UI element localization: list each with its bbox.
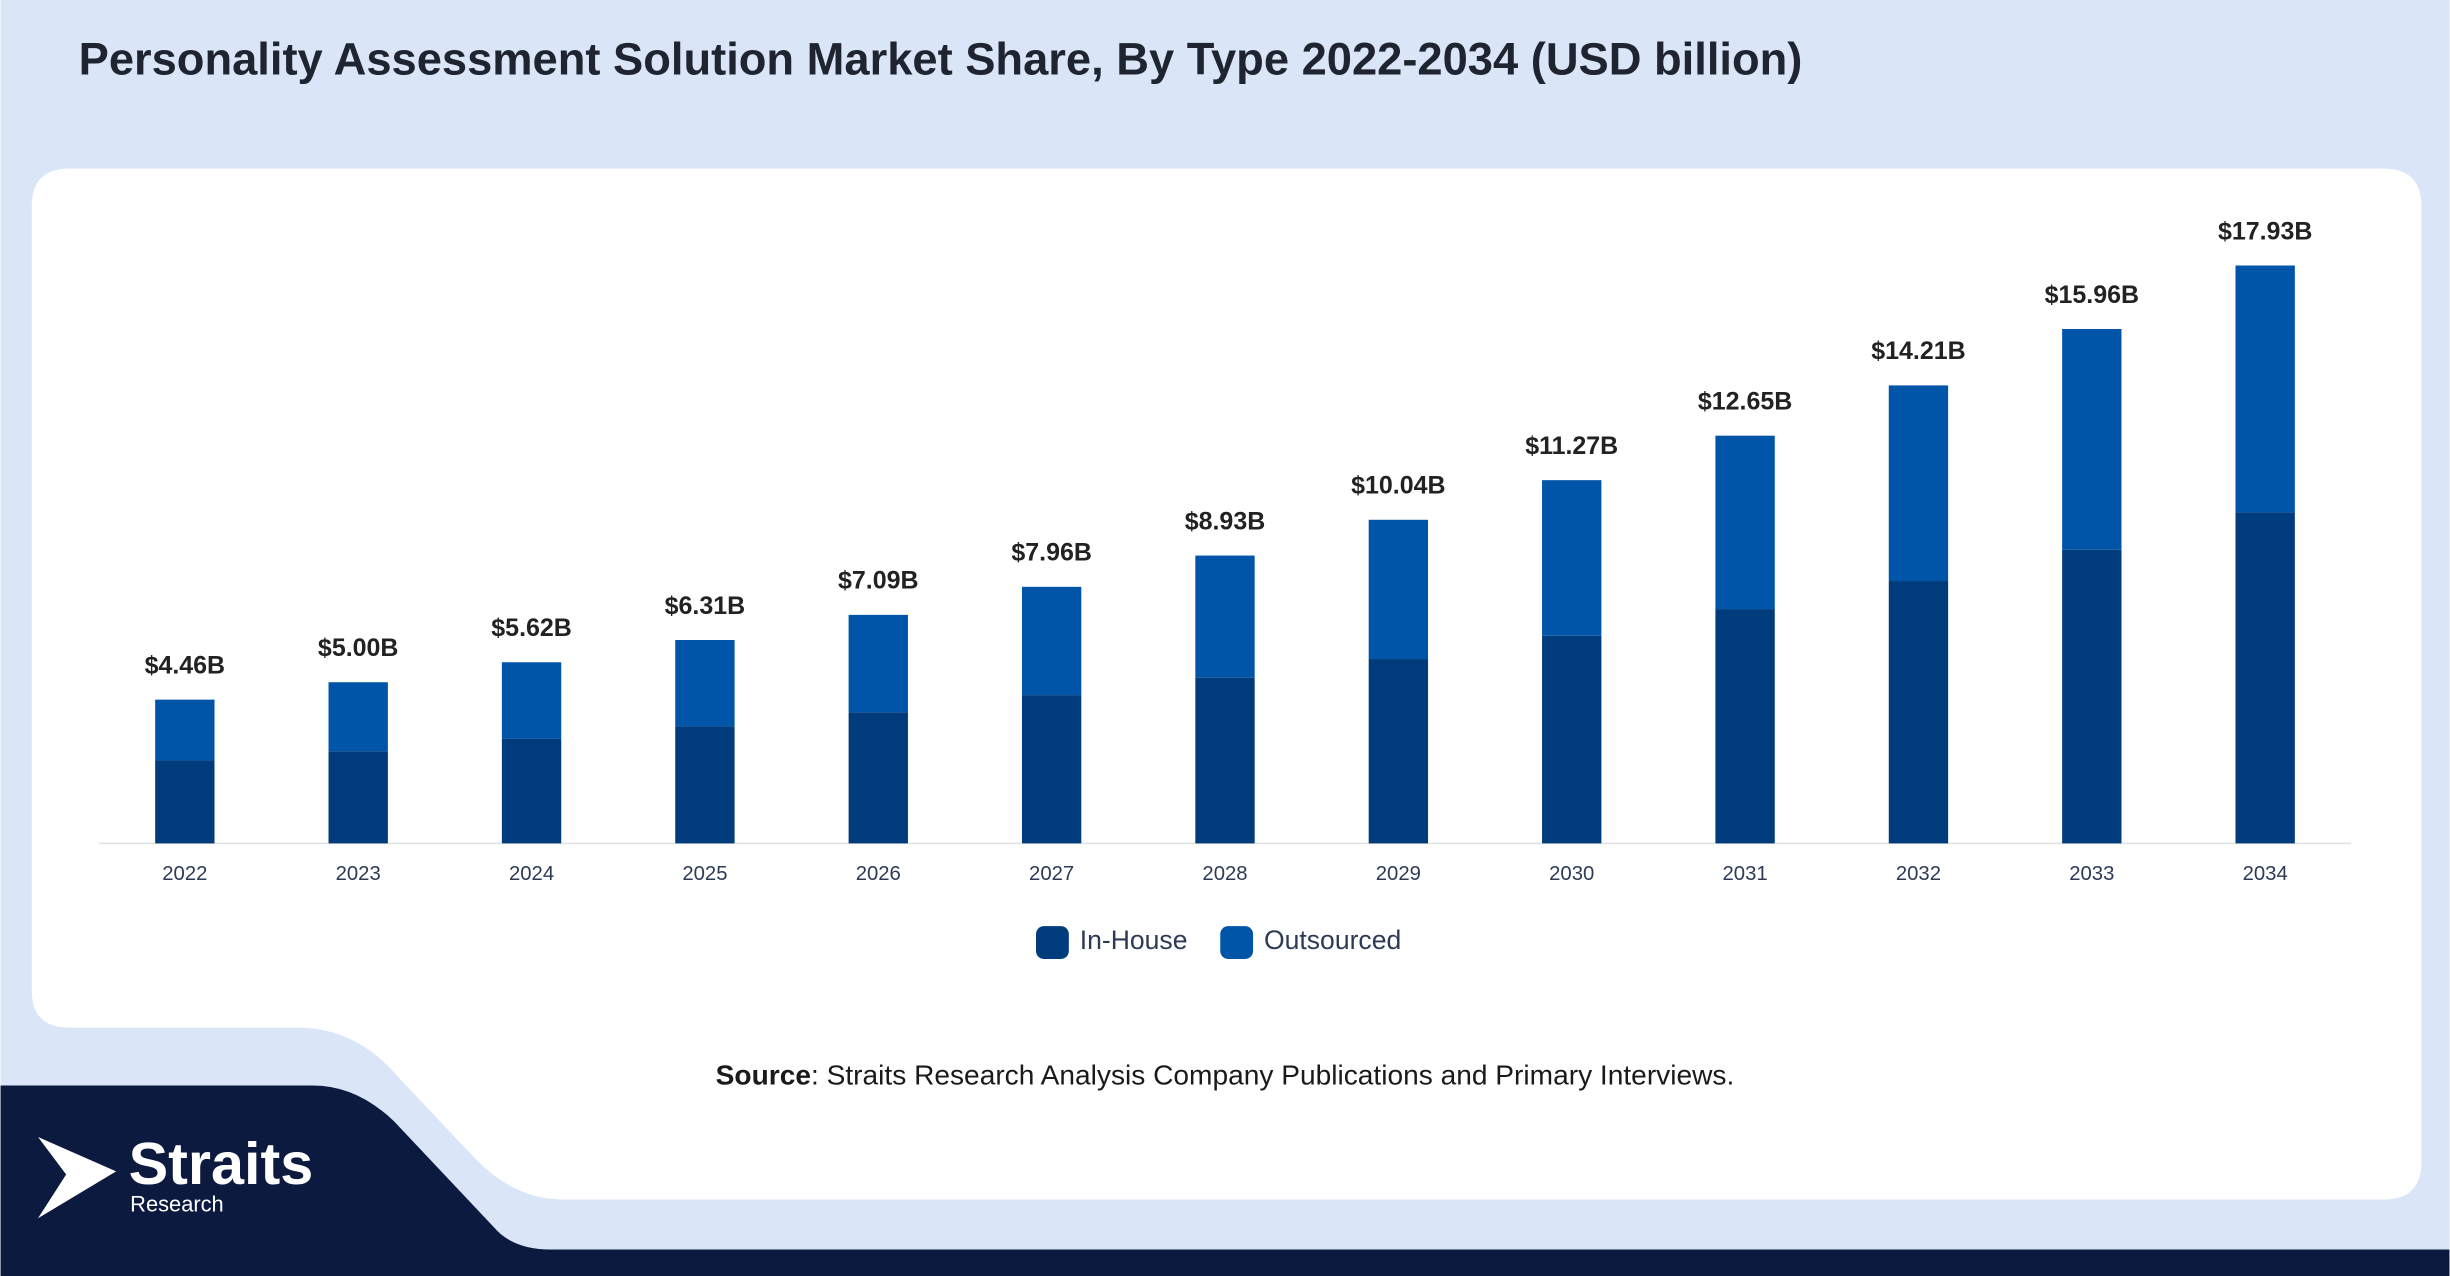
total-label: $5.00B (318, 634, 399, 662)
source-label: Source (716, 1060, 811, 1091)
x-tick-label: 2025 (682, 863, 727, 885)
total-label: $15.96B (2045, 281, 2139, 309)
total-label: $10.04B (1351, 472, 1445, 500)
x-tick-label: 2026 (856, 863, 901, 885)
total-label: $5.62B (491, 614, 572, 642)
footer-band (0, 1085, 2450, 1276)
x-tick-label: 2023 (336, 863, 381, 885)
x-tick-label: 2034 (2243, 863, 2288, 885)
bar-segment (1888, 385, 1949, 582)
bar-segment (1368, 519, 1429, 660)
bar-segment (1021, 695, 1082, 844)
logo-sub: Research (130, 1191, 224, 1216)
source-text: : Straits Research Analysis Company Publ… (811, 1060, 1734, 1091)
total-label: $17.93B (2218, 217, 2312, 245)
x-tick-label: 2022 (162, 863, 207, 885)
logo-icon (38, 1136, 117, 1219)
bar-segment (1021, 586, 1082, 696)
bar-segment (675, 640, 735, 727)
x-tick-label: 2033 (2069, 863, 2114, 885)
total-label: $4.46B (145, 651, 226, 679)
x-tick-label: 2030 (1549, 863, 1594, 885)
bar-segment (155, 699, 215, 761)
x-tick-label: 2027 (1029, 863, 1074, 885)
x-tick-label: 2024 (509, 863, 554, 885)
bar-segment (155, 760, 215, 844)
total-label: $6.31B (665, 592, 746, 620)
chart-title: Personality Assessment Solution Market S… (79, 33, 1803, 84)
total-label: $14.21B (1871, 337, 1965, 365)
bar-segment (848, 712, 908, 844)
bar-segment (328, 751, 388, 844)
x-tick-label: 2031 (1723, 863, 1768, 885)
total-label: $7.09B (838, 567, 919, 595)
x-tick-label: 2028 (1202, 863, 1247, 885)
x-tick-label: 2032 (1896, 863, 1941, 885)
bar-segment (2062, 328, 2122, 550)
total-label: $7.96B (1011, 539, 1092, 567)
bar-segment (1195, 555, 1255, 678)
bar-segment (848, 614, 908, 713)
legend-label: In-House (1080, 925, 1188, 955)
source: Source: Straits Research Analysis Compan… (716, 1060, 1735, 1091)
total-label: $8.93B (1185, 507, 1266, 535)
total-label: $12.65B (1698, 387, 1792, 415)
bar-segment (1888, 581, 1949, 844)
bar-segment (1195, 677, 1255, 844)
bar-segment (675, 726, 735, 844)
legend-label: Outsourced (1264, 925, 1401, 955)
bar-segment (1542, 480, 1602, 636)
bar-segment (1542, 635, 1602, 844)
bar-segment (328, 682, 388, 752)
bar-segment (2235, 512, 2295, 844)
bar-segment (1715, 435, 1775, 610)
bar-segment (1368, 659, 1429, 844)
bar-segment (2235, 265, 2295, 513)
bar-segment (501, 738, 562, 844)
bar-segment (501, 662, 562, 739)
bar-segment (1715, 609, 1775, 844)
legend-swatch (1220, 926, 1254, 959)
bar-segment (2062, 549, 2122, 844)
legend-swatch (1036, 926, 1069, 959)
logo-name: Straits (129, 1130, 314, 1197)
x-tick-label: 2029 (1376, 863, 1421, 885)
total-label: $11.27B (1525, 432, 1618, 460)
